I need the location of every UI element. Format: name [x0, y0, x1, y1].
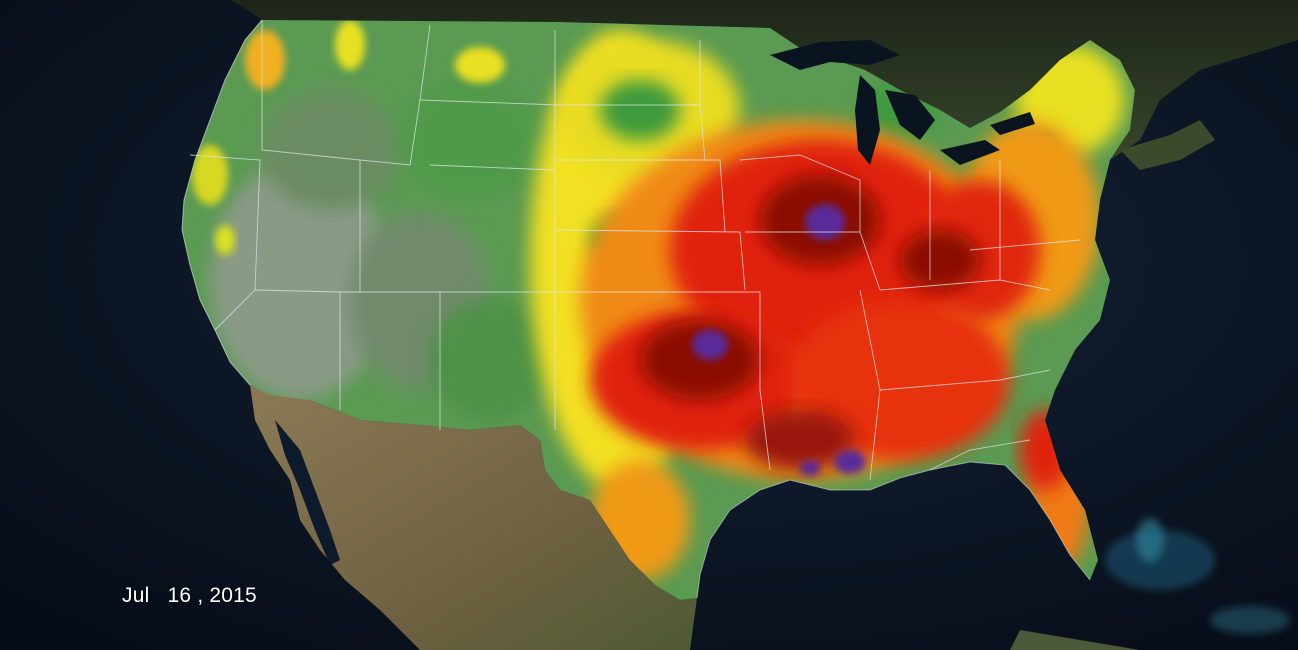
- great-lakes: [770, 40, 1035, 165]
- canada-land: [230, 0, 1298, 160]
- mexico-land: [250, 385, 697, 650]
- date-label: Jul 16 , 2015: [122, 584, 257, 607]
- us-coastline: [181, 19, 263, 386]
- nova-scotia-land: [1120, 120, 1215, 170]
- bahamas-shallows: [1105, 530, 1215, 590]
- yucatan-land: [1010, 630, 1140, 650]
- gulf-of-california: [275, 420, 340, 565]
- state-borders: [189, 20, 1081, 481]
